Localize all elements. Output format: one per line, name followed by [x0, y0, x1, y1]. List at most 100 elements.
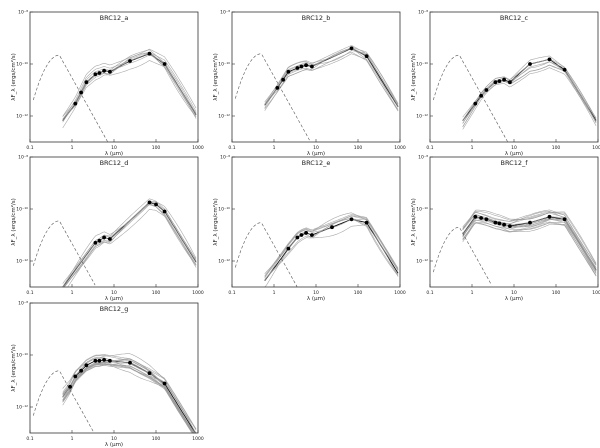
data-point-3-6: [502, 77, 506, 82]
data-point-6-10: [562, 217, 567, 222]
x-tick-label-1-4: 100: [152, 145, 161, 151]
sed-panel-5: 0.1 1 10 100 1000 10⁻¹² 10⁻¹⁰ 10⁻⁸ BRC12_e λ (μm)…: [212, 155, 406, 302]
y-tick-label-2-1: 10⁻¹²: [218, 114, 230, 120]
model-curve-4-5: [62, 202, 197, 288]
x-tick-label-4-5: 1000: [192, 290, 204, 296]
y-axis-label-2: λF_λ (ergs/cm²/s): [212, 53, 219, 101]
stellar-photosphere-4: [33, 220, 96, 286]
x-tick-label-5-4: 100: [354, 290, 363, 296]
data-point-3-9: [547, 57, 552, 62]
data-point-3-3: [484, 88, 489, 92]
y-tick-label-1-1: 10⁻¹²: [16, 114, 28, 120]
x-tick-label-2-2: 1: [273, 145, 276, 151]
data-point-5-4: [304, 231, 308, 235]
data-point-2-2: [281, 77, 285, 82]
y-axis-label-6: λF_λ (ergs/cm²/s): [410, 198, 417, 246]
x-tick-label-2-1: 0.1: [228, 145, 235, 151]
y-tick-label-5-2: 10⁻¹⁰: [218, 207, 230, 213]
data-point-1-7: [108, 69, 112, 74]
model-curve-2-7: [264, 50, 399, 108]
model-curve-7-9: [62, 363, 197, 434]
x-tick-label-3-3: 10: [511, 145, 517, 151]
y-tick-label-3-2: 10⁻¹⁰: [416, 62, 428, 68]
model-curve-6-10: [462, 210, 597, 265]
data-point-5-1: [286, 246, 291, 251]
model-curve-3-3: [462, 64, 597, 127]
model-curve-4-6: [62, 201, 197, 287]
y-tick-label-5-1: 10⁻¹²: [218, 259, 230, 265]
y-tick-label-2-2: 10⁻¹⁰: [218, 62, 230, 68]
x-tick-label-1-2: 1: [71, 145, 74, 151]
x-tick-label-6-1: 0.1: [426, 290, 433, 296]
model-curve-6-16: [462, 221, 597, 276]
data-point-6-2: [479, 216, 483, 220]
data-point-1-9: [147, 51, 152, 56]
data-point-2-3: [286, 69, 291, 74]
panel-title-6: BRC12_f: [501, 159, 529, 167]
data-point-4-7: [162, 209, 167, 214]
y-tick-label-4-2: 10⁻¹⁰: [16, 207, 28, 213]
y-tick-label-3-3: 10⁻⁸: [418, 10, 428, 16]
model-curve-1-6: [62, 49, 197, 117]
y-tick-label-6-1: 10⁻¹²: [416, 259, 428, 265]
model-curve-1-3: [62, 60, 197, 129]
data-point-3-7: [508, 80, 512, 85]
data-point-5-6: [330, 225, 334, 230]
y-tick-label-7-3: 10⁻⁸: [18, 301, 28, 307]
data-point-2-6: [304, 63, 308, 68]
stellar-photosphere-5: [235, 222, 298, 287]
model-curve-3-8: [462, 67, 597, 130]
model-curve-7-14: [62, 364, 197, 434]
y-axis-label-1: λF_λ (ergs/cm²/s): [10, 53, 17, 101]
y-tick-label-4-1: 10⁻¹²: [16, 259, 28, 265]
x-axis-label-1: λ (μm): [105, 151, 123, 157]
data-point-5-8: [364, 220, 369, 225]
data-point-7-6: [97, 358, 102, 363]
x-tick-label-3-4: 100: [552, 145, 561, 151]
panel-title-5: BRC12_e: [302, 159, 331, 167]
data-point-6-4: [493, 220, 498, 225]
stellar-photosphere-2: [235, 53, 310, 141]
model-curve-6-9: [462, 218, 597, 274]
data-point-7-1: [68, 384, 72, 389]
model-curve-1-2: [62, 48, 197, 117]
y-tick-label-6-2: 10⁻¹⁰: [416, 207, 428, 213]
y-tick-label-1-3: 10⁻⁸: [18, 10, 28, 16]
x-tick-label-5-3: 10: [313, 290, 319, 296]
data-point-3-8: [528, 62, 532, 66]
panel-title-7: BRC12_g: [100, 305, 129, 313]
data-point-5-5: [310, 233, 314, 237]
stellar-photosphere-3: [433, 54, 508, 142]
model-curve-3-7: [462, 58, 597, 121]
data-point-1-8: [128, 59, 132, 63]
x-tick-label-7-2: 1: [71, 436, 74, 442]
stellar-photosphere-6: [433, 226, 492, 286]
model-curve-2-3: [264, 51, 399, 112]
model-curve-2-6: [264, 46, 399, 105]
x-tick-label-7-3: 10: [111, 436, 117, 442]
sed-panel-4: 0.1 1 10 100 1000 10⁻¹² 10⁻¹⁰ 10⁻⁸ BRC12_d λ (μm)…: [10, 155, 204, 302]
panel-title-3: BRC12_c: [500, 14, 529, 22]
y-tick-label-5-3: 10⁻⁸: [220, 155, 230, 161]
model-curve-7-12: [62, 353, 197, 430]
y-axis-label-4: λF_λ (ergs/cm²/s): [10, 198, 17, 246]
data-point-7-3: [79, 368, 83, 373]
stellar-photosphere-1: [33, 54, 108, 142]
plot-frame-7: [29, 302, 199, 434]
model-curve-4-7: [62, 198, 197, 284]
x-tick-label-5-2: 1: [273, 290, 276, 296]
data-point-6-8: [528, 220, 532, 225]
data-point-1-1: [73, 101, 78, 106]
y-tick-label-1-2: 10⁻¹⁰: [16, 62, 28, 68]
panel-title-4: BRC12_d: [100, 159, 129, 167]
sed-panel-7: 0.1 1 10 100 1000 10⁻¹² 10⁻¹⁰ 10⁻⁸ BRC12_g λ (μm)…: [10, 301, 204, 448]
sed-panel-3: 0.1 1 10 100 1000 10⁻¹² 10⁻¹⁰ 10⁻⁸ BRC12_c λ (μm)…: [410, 10, 600, 157]
best-fit-model-4: [62, 202, 197, 288]
model-curve-6-11: [462, 211, 597, 266]
model-curve-5-1: [264, 214, 399, 277]
model-curve-5-5: [264, 217, 399, 280]
model-curve-1-8: [62, 52, 197, 120]
data-point-4-5: [147, 200, 152, 205]
x-tick-label-3-2: 1: [471, 145, 474, 151]
